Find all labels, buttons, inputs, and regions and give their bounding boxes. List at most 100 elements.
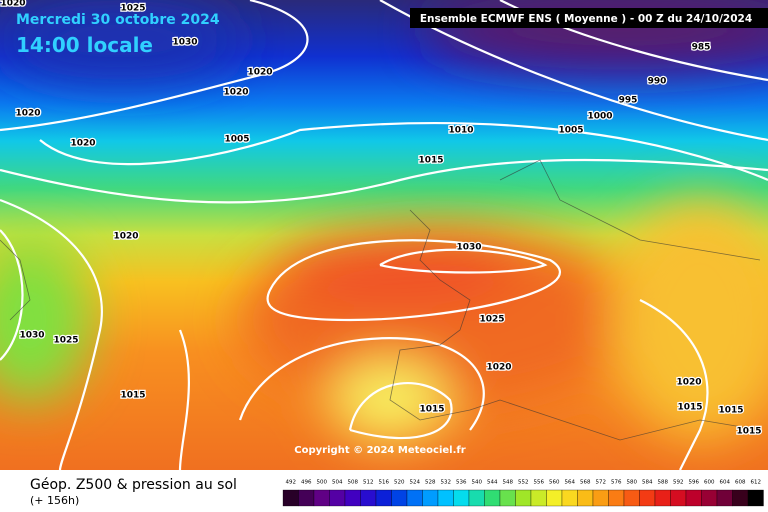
scale-label: 604 [720,480,731,486]
scale-swatch [313,489,330,507]
scale-label: 520 [394,480,405,486]
scale-label: 524 [410,480,421,486]
scale-swatch [282,489,299,507]
isobars [0,0,768,470]
scale-swatch [360,489,377,507]
isobar-label: 1015 [418,156,443,166]
scale-label: 532 [441,480,452,486]
scale-label: 500 [317,480,328,486]
scale-swatch [298,489,315,507]
isobar-label: 1030 [19,331,44,341]
scale-swatch [406,489,423,507]
isobar-label: 1005 [558,126,583,136]
scale-label: 496 [301,480,312,486]
scale-label: 576 [611,480,622,486]
scale-swatch [747,489,764,507]
isobar-label: 1025 [120,4,145,14]
scale-swatch [375,489,392,507]
isobar-label: 1020 [15,109,40,119]
isobar-label: 1020 [113,232,138,242]
scale-label: 584 [642,480,653,486]
scale-label: 552 [518,480,529,486]
isobar-label: 1020 [0,0,25,9]
scale-label: 504 [332,480,343,486]
isobar-label: 1025 [479,315,504,325]
scale-label: 592 [673,480,684,486]
scale-swatch [530,489,547,507]
scale-label: 560 [549,480,560,486]
scale-label: 536 [456,480,467,486]
scale-label: 508 [348,480,359,486]
scale-swatch [329,489,346,507]
scale-swatch [546,489,563,507]
scale-label: 512 [363,480,374,486]
scale-swatch [484,489,501,507]
model-text: Ensemble ECMWF ENS ( Moyenne ) - 00 Z du… [420,13,752,25]
scale-label: 492 [286,480,297,486]
scale-swatch [670,489,687,507]
scale-label: 568 [580,480,591,486]
isobar-label: 1015 [677,403,702,413]
scale-swatch [685,489,702,507]
scale-label: 596 [689,480,700,486]
scale-swatch [701,489,718,507]
scale-label: 544 [487,480,498,486]
scale-label: 612 [751,480,762,486]
isobar-label: 1015 [736,427,761,437]
copyright: Copyright © 2024 Meteociel.fr [294,445,465,456]
scale-swatch [623,489,640,507]
scale-label: 588 [658,480,669,486]
scale-label: 556 [534,480,545,486]
isobar-label: 1015 [419,405,444,415]
scale-swatch [639,489,656,507]
coastlines [0,159,761,441]
footer-lead: (+ 156h) [30,494,79,507]
scale-label: 600 [704,480,715,486]
forecast-time: 14:00 locale [16,33,153,57]
forecast-date: Mercredi 30 octobre 2024 [16,12,220,28]
isobar-label: 995 [619,96,638,106]
scale-swatch [561,489,578,507]
scale-swatch [716,489,733,507]
scale-swatch [654,489,671,507]
scale-swatch [608,489,625,507]
scale-label: 564 [565,480,576,486]
isobar-label: 1030 [172,38,197,48]
scale-label: 572 [596,480,607,486]
scale-swatch [499,489,516,507]
scale-swatch [577,489,594,507]
scale-label: 540 [472,480,483,486]
isobar-label: 1010 [448,126,473,136]
scale-swatch [732,489,749,507]
isobar-label: 1025 [53,336,78,346]
scale-label: 580 [627,480,638,486]
isobar-label: 990 [648,77,667,87]
isobar-label: 1020 [676,378,701,388]
scale-label: 548 [503,480,514,486]
scale-swatch [437,489,454,507]
scale-swatch [391,489,408,507]
isobar-label: 1015 [718,406,743,416]
isobar-label: 1020 [70,139,95,149]
scale-swatch [468,489,485,507]
scale-swatch [453,489,470,507]
scale-label: 608 [735,480,746,486]
isobar-label: 1005 [224,135,249,145]
scale-label: 516 [379,480,390,486]
scale-swatch [344,489,361,507]
scale-label: 528 [425,480,436,486]
isobar-label: 985 [692,43,711,53]
isobar-label: 1020 [486,363,511,373]
scale-swatch [422,489,439,507]
footer-title: Géop. Z500 & pression au sol [30,477,237,493]
isobar-label: 1015 [120,391,145,401]
isobar-label: 1000 [587,112,612,122]
isobar-label: 1020 [247,68,272,78]
scale-swatch [592,489,609,507]
isobar-label: 1020 [223,88,248,98]
scale-swatch [515,489,532,507]
model-banner [410,8,768,28]
isobar-label: 1030 [456,243,481,253]
